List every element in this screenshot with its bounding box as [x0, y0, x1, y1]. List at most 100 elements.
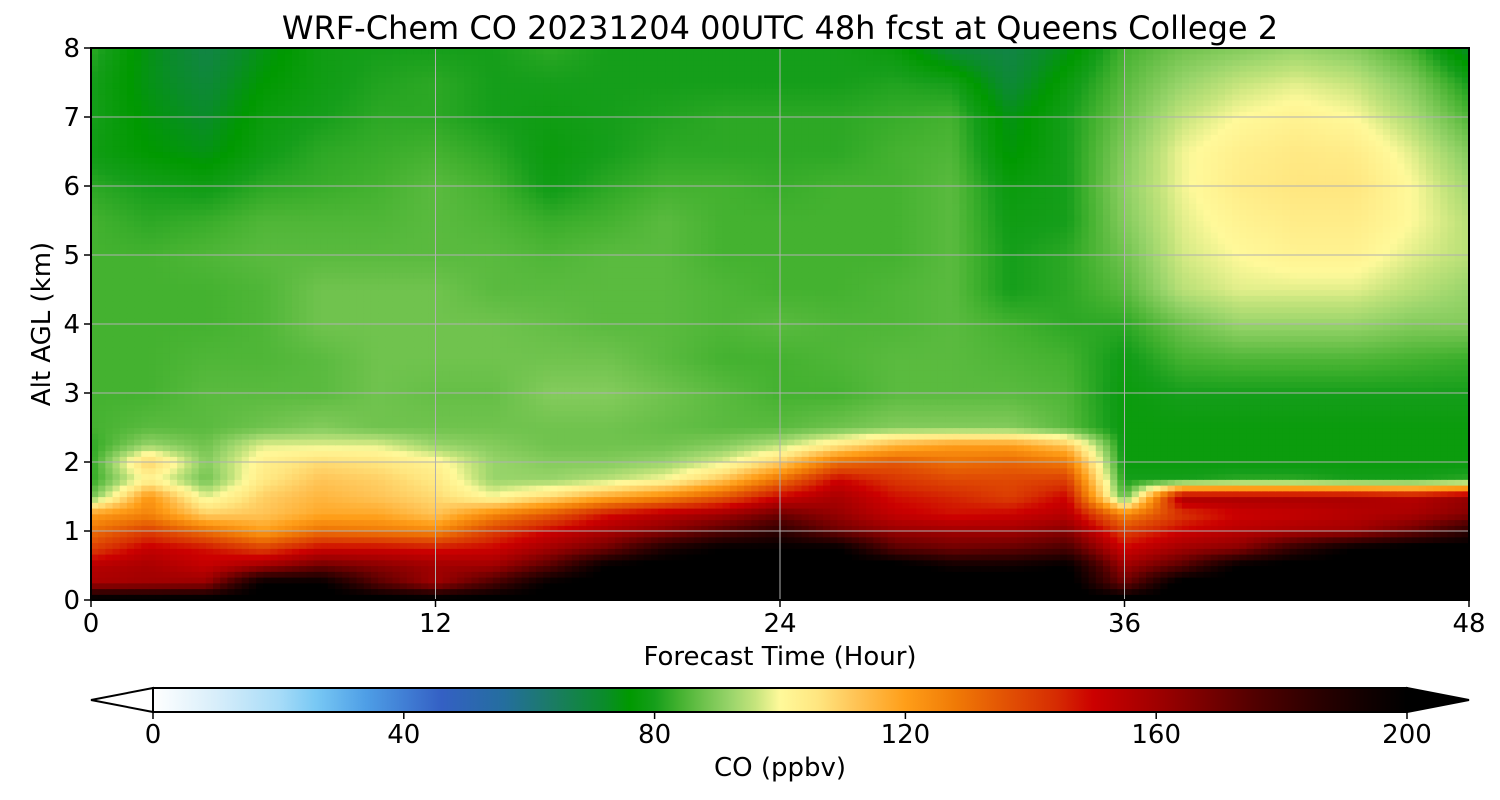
heatmap-cell — [112, 456, 121, 463]
heatmap-cell — [923, 450, 932, 457]
heatmap-cell — [485, 467, 494, 475]
heatmap-cell — [837, 577, 846, 584]
heatmap-cell — [973, 577, 982, 584]
heatmap-cell — [521, 450, 530, 457]
heatmap-cell — [1268, 456, 1276, 463]
heatmap-cell — [1311, 565, 1319, 572]
heatmap-cell — [327, 588, 336, 595]
heatmap-cell — [500, 531, 508, 538]
heatmap-cell — [916, 525, 925, 532]
heatmap-cell — [1074, 513, 1083, 521]
heatmap-cell — [1404, 554, 1413, 561]
heatmap-cell — [988, 462, 996, 469]
heatmap-cell — [284, 473, 293, 480]
heatmap-cell — [657, 594, 666, 600]
heatmap-cell — [672, 565, 681, 572]
heatmap-cell — [715, 473, 724, 480]
heatmap-cell — [1232, 479, 1240, 486]
heatmap-cell — [313, 565, 322, 572]
heatmap-cell — [1117, 554, 1126, 561]
heatmap-cell — [1260, 502, 1269, 509]
heatmap-cell — [1045, 536, 1054, 544]
heatmap-cell — [636, 554, 645, 561]
heatmap-cell — [464, 565, 472, 572]
heatmap-cell — [521, 582, 530, 590]
heatmap-cell — [1138, 513, 1147, 521]
heatmap-cell — [887, 588, 896, 595]
heatmap-cell — [507, 456, 516, 463]
heatmap-cell — [571, 554, 580, 561]
heatmap-cell — [98, 444, 106, 452]
heatmap-cell — [119, 588, 128, 595]
heatmap-cell — [1346, 582, 1355, 590]
heatmap-cell — [823, 479, 831, 486]
heatmap-cell — [1203, 496, 1212, 503]
heatmap-cell — [693, 565, 702, 572]
heatmap-cell — [198, 571, 207, 578]
heatmap-cell — [1210, 508, 1219, 515]
heatmap-cell — [1153, 531, 1161, 538]
heatmap-cell — [1002, 473, 1011, 480]
heatmap-cell — [327, 490, 336, 498]
heatmap-cell — [909, 548, 917, 555]
heatmap-cell — [722, 479, 731, 486]
heatmap-cell — [1433, 519, 1441, 526]
heatmap-cell — [550, 519, 559, 526]
heatmap-cell — [643, 508, 652, 515]
heatmap-cell — [421, 485, 429, 492]
heatmap-cell — [1189, 502, 1197, 509]
heatmap-cell — [1024, 525, 1032, 532]
heatmap-cell — [191, 565, 200, 572]
heatmap-cell — [909, 490, 917, 498]
heatmap-cell — [528, 582, 537, 590]
heatmap-cell — [887, 450, 896, 457]
heatmap-cell — [1095, 542, 1104, 549]
heatmap-cell — [693, 473, 702, 480]
heatmap-cell — [1045, 473, 1054, 480]
heatmap-cell — [320, 513, 329, 521]
heatmap-cell — [1059, 588, 1068, 595]
heatmap-cell — [184, 485, 193, 492]
heatmap-cell — [1289, 467, 1298, 475]
heatmap-cell — [198, 467, 207, 475]
heatmap-cell — [349, 565, 358, 572]
heatmap-cell — [579, 594, 587, 600]
heatmap-cell — [930, 462, 939, 469]
heatmap-cell — [220, 462, 228, 469]
heatmap-cell — [385, 571, 394, 578]
heatmap-cell — [119, 565, 128, 572]
heatmap-cell — [1239, 496, 1248, 503]
heatmap-cell — [887, 479, 896, 486]
heatmap-cell — [643, 456, 652, 463]
heatmap-cell — [1346, 577, 1355, 584]
heatmap-cell — [1002, 456, 1011, 463]
heatmap-cell — [665, 462, 673, 469]
heatmap-cell — [234, 577, 243, 584]
heatmap-cell — [729, 513, 738, 521]
heatmap-cell — [1303, 473, 1312, 480]
heatmap-cell — [1282, 462, 1291, 469]
heatmap-cell — [1418, 559, 1427, 567]
heatmap-cell — [614, 508, 623, 515]
heatmap-cell — [449, 577, 458, 584]
heatmap-cell — [894, 450, 903, 457]
heatmap-cell — [299, 554, 307, 561]
heatmap-cell — [701, 467, 709, 475]
heatmap-cell — [1138, 548, 1147, 555]
heatmap-cell — [1354, 496, 1362, 503]
heatmap-cell — [485, 594, 494, 600]
heatmap-cell — [887, 577, 896, 584]
heatmap-cell — [1325, 502, 1334, 509]
heatmap-cell — [916, 588, 925, 595]
heatmap-cell — [1196, 525, 1205, 532]
heatmap-cell — [191, 462, 200, 469]
heatmap-cell — [105, 588, 114, 595]
heatmap-cell — [980, 450, 989, 457]
heatmap-cell — [715, 485, 724, 492]
heatmap-cell — [557, 548, 566, 555]
heatmap-cell — [1268, 490, 1276, 498]
heatmap-cell — [428, 502, 437, 509]
heatmap-cell — [1124, 531, 1133, 538]
heatmap-cell — [586, 496, 594, 503]
heatmap-cell — [945, 582, 953, 590]
